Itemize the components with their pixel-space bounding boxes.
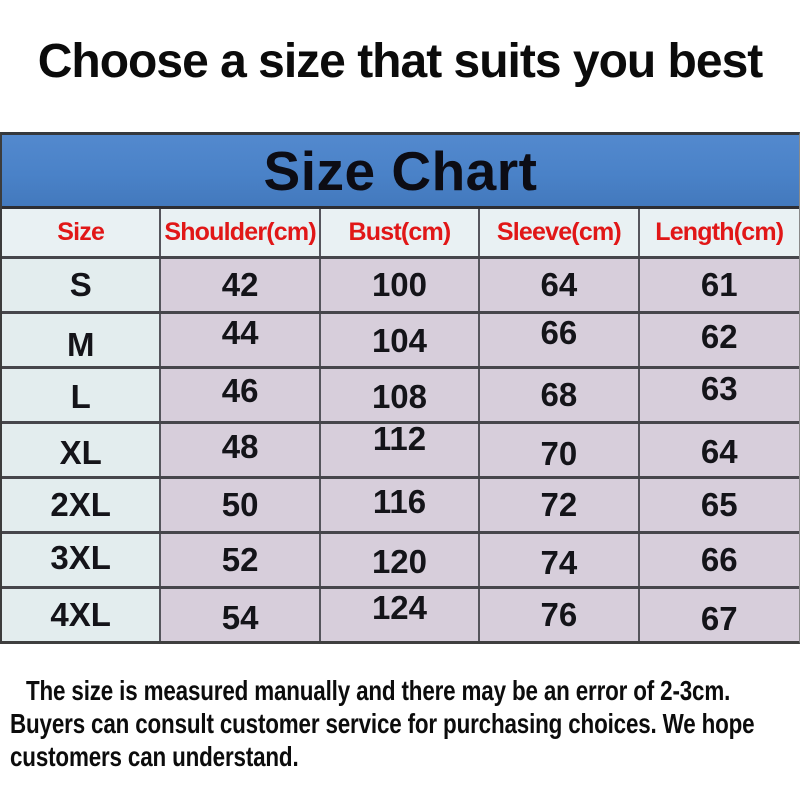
cell-value: 65 <box>700 486 738 523</box>
size-chart-table: Size Chart Size Shoulder(cm) Bust(cm) Sleev… <box>0 132 800 644</box>
cell-value: 67 <box>700 600 738 637</box>
measurement-cell: 62 <box>640 314 799 366</box>
cell-value: 61 <box>700 266 738 303</box>
cell-value: 48 <box>221 428 259 465</box>
footnote: The size is measured manually and there … <box>0 674 800 773</box>
measurement-cell: 112 <box>321 420 481 476</box>
measurement-cell: 74 <box>480 534 640 586</box>
cell-value: 100 <box>371 266 428 303</box>
measurement-cell: 54 <box>161 589 321 641</box>
size-cell: M <box>2 314 162 366</box>
cell-value: 46 <box>221 372 259 409</box>
measurement-cell: 52 <box>161 534 321 586</box>
size-cell: S <box>2 259 162 311</box>
measurement-cell: 72 <box>480 479 640 531</box>
table-row: M 44 104 66 62 <box>2 314 799 369</box>
page-title: Choose a size that suits you best <box>37 35 764 88</box>
measurement-cell: 46 <box>161 369 321 421</box>
cell-value: M <box>66 326 95 363</box>
measurement-cell: 64 <box>640 424 799 476</box>
measurement-cell: 50 <box>161 479 321 531</box>
cell-value: 62 <box>700 318 738 355</box>
size-cell: 3XL <box>2 534 162 586</box>
cell-value: XL <box>59 434 102 471</box>
cell-value: L <box>70 378 91 415</box>
measurement-cell: 104 <box>321 314 481 366</box>
footnote-line: Buyers can consult customer service for … <box>10 708 755 739</box>
cell-value: 68 <box>540 376 578 413</box>
cell-value: 120 <box>371 543 428 580</box>
column-header: Shoulder(cm) <box>161 209 321 256</box>
cell-value: 2XL <box>50 486 111 523</box>
cell-value: 42 <box>221 266 259 303</box>
measurement-cell: 76 <box>480 589 640 641</box>
column-header: Size <box>2 209 162 256</box>
column-header: Sleeve(cm) <box>480 209 640 256</box>
table-row: 2XL 50 116 72 65 <box>2 479 799 534</box>
cell-value: 74 <box>540 544 578 581</box>
measurement-cell: 66 <box>480 314 640 366</box>
table-row: XL 48 112 70 64 <box>2 420 799 479</box>
table-row: 4XL 54 124 76 67 <box>2 589 799 641</box>
cell-value: S <box>69 266 92 303</box>
measurement-cell: 61 <box>640 259 799 311</box>
cell-value: 70 <box>540 435 578 472</box>
cell-value: 64 <box>700 433 738 470</box>
measurement-cell: 48 <box>161 424 321 476</box>
table-row: 3XL 52 120 74 66 <box>2 534 799 589</box>
cell-value: 63 <box>700 370 738 407</box>
footnote-line: customers can understand. <box>10 741 299 772</box>
cell-value: 124 <box>371 589 428 626</box>
cell-value: 76 <box>540 596 578 633</box>
cell-value: 3XL <box>50 539 111 576</box>
cell-value: 66 <box>700 541 738 578</box>
cell-value: 52 <box>221 541 259 578</box>
measurement-cell: 63 <box>640 369 799 421</box>
measurement-cell: 67 <box>640 589 799 641</box>
cell-value: 50 <box>221 486 259 523</box>
size-cell: XL <box>2 424 162 476</box>
cell-value: 108 <box>371 378 428 415</box>
size-cell: 4XL <box>2 589 162 641</box>
cell-value: 44 <box>221 314 259 351</box>
cell-value: 66 <box>540 314 578 351</box>
size-cell: 2XL <box>2 479 162 531</box>
measurement-cell: 68 <box>480 369 640 421</box>
cell-value: 72 <box>540 486 578 523</box>
cell-value: 112 <box>372 420 427 457</box>
table-body: S 42 100 64 61 M 44 104 66 62 L 46 108 68 63 XL 48 112 70 6… <box>2 259 799 641</box>
table-row: S 42 100 64 61 <box>2 259 799 314</box>
measurement-cell: 42 <box>161 259 321 311</box>
measurement-cell: 66 <box>640 534 799 586</box>
column-header: Bust(cm) <box>321 209 481 256</box>
measurement-cell: 108 <box>321 369 481 421</box>
measurement-cell: 100 <box>321 259 481 311</box>
size-cell: L <box>2 369 162 421</box>
header-row: Size Shoulder(cm) Bust(cm) Sleeve(cm) Length… <box>2 209 799 259</box>
measurement-cell: 124 <box>321 589 481 641</box>
cell-value: 4XL <box>50 596 111 633</box>
measurement-cell: 70 <box>480 424 640 476</box>
cell-value: 104 <box>371 322 428 359</box>
table-row: L 46 108 68 63 <box>2 369 799 424</box>
measurement-cell: 44 <box>161 314 321 366</box>
footnote-line: The size is measured manually and there … <box>26 675 731 706</box>
column-header: Length(cm) <box>655 218 784 246</box>
measurement-cell: 64 <box>480 259 640 311</box>
measurement-cell: 65 <box>640 479 799 531</box>
cell-value: 116 <box>372 483 427 520</box>
cell-value: 64 <box>540 266 578 303</box>
measurement-cell: 120 <box>321 534 481 586</box>
cell-value: 54 <box>221 599 259 636</box>
measurement-cell: 116 <box>321 479 481 531</box>
size-chart-title: Size Chart <box>2 135 799 209</box>
